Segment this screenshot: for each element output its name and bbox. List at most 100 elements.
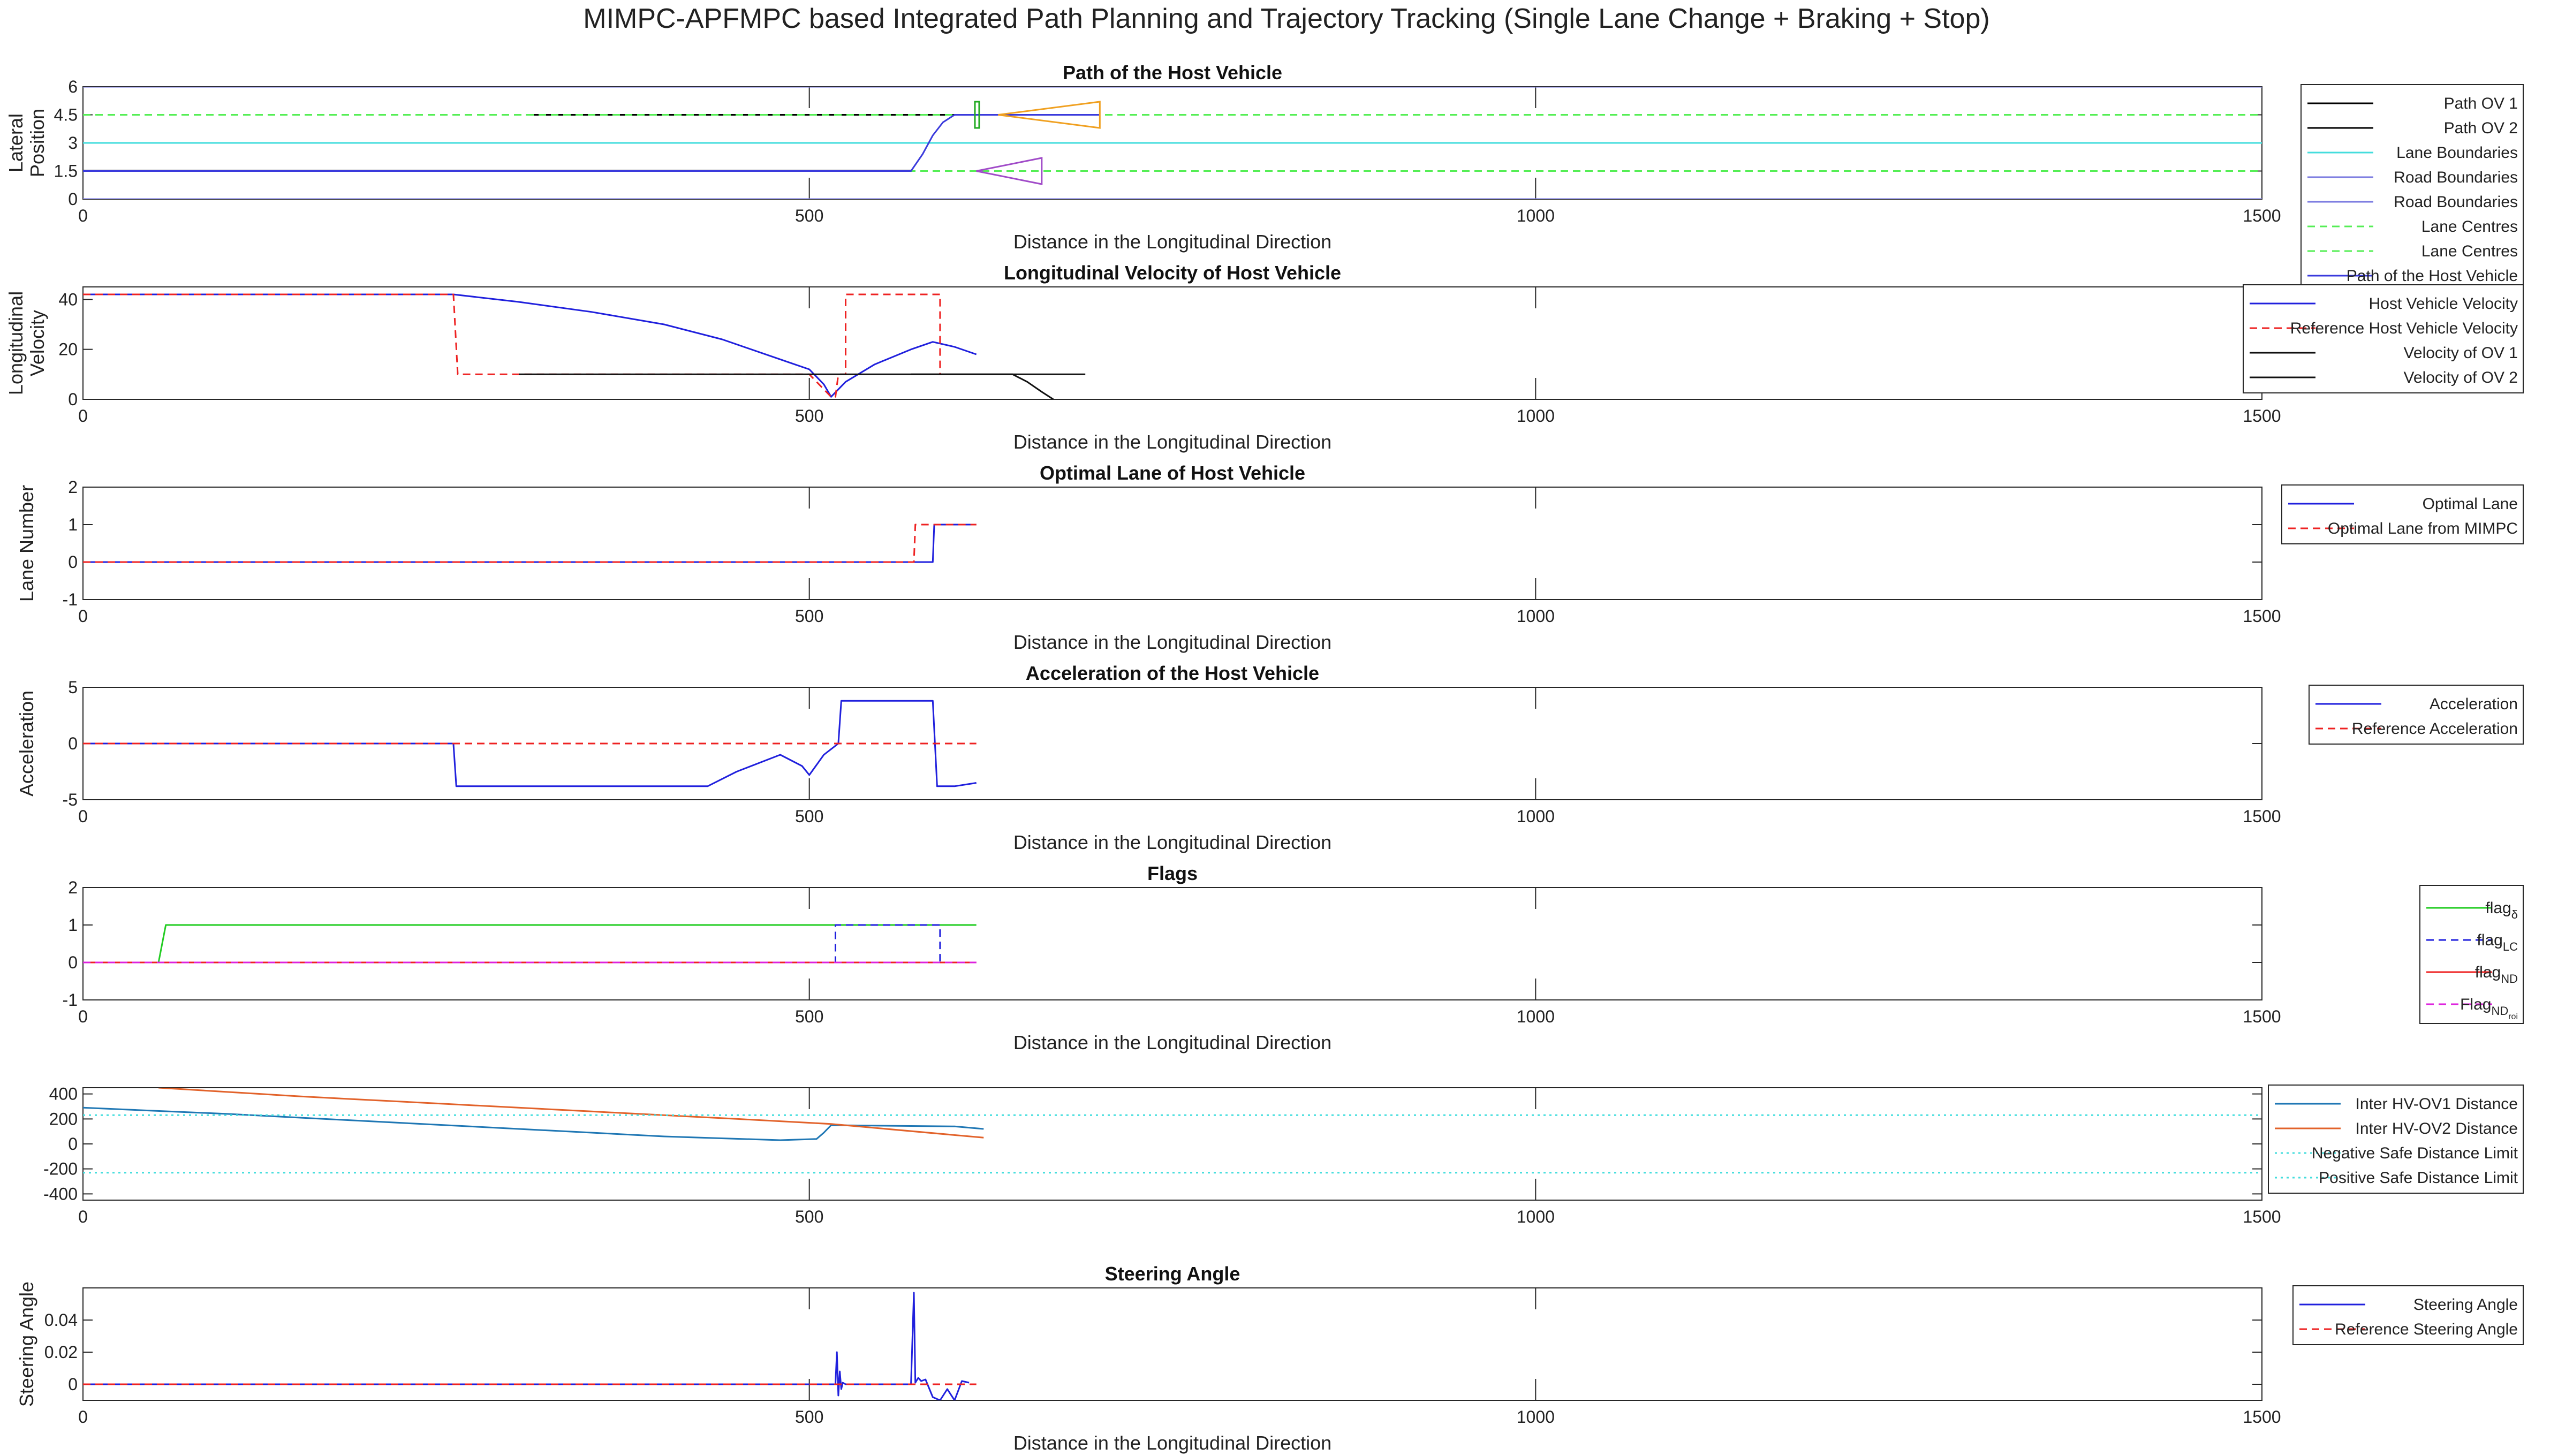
series-group bbox=[83, 293, 1086, 399]
legend-entry: FlagNDroi bbox=[2460, 996, 2518, 1021]
y-axis-label: Longitudinal bbox=[5, 291, 27, 395]
series-group bbox=[83, 524, 977, 563]
chart-title: Flags bbox=[1147, 862, 1198, 884]
x-tick-label: 1000 bbox=[1517, 807, 1555, 826]
x-tick-label: 1500 bbox=[2243, 606, 2281, 626]
legend-entry: Optimal Lane from MIMPC bbox=[2328, 520, 2518, 537]
y-axis-label: Steering Angle bbox=[16, 1281, 37, 1407]
series-line-8 bbox=[83, 114, 1100, 172]
chart-title: Path of the Host Vehicle bbox=[1063, 62, 1282, 84]
series-line-1 bbox=[83, 700, 977, 787]
vehicle-markers bbox=[974, 101, 1101, 185]
chart-title: Longitudinal Velocity of Host Vehicle bbox=[1004, 262, 1341, 284]
legend-entry: Reference Acceleration bbox=[2352, 720, 2518, 738]
x-tick-label: 1500 bbox=[2243, 406, 2281, 426]
series-line-1 bbox=[83, 293, 977, 398]
y-tick-label: 6 bbox=[68, 77, 78, 96]
x-tick-label: 0 bbox=[78, 1007, 88, 1026]
legend-entry: Inter HV-OV2 Distance bbox=[2356, 1120, 2518, 1138]
legend-entry: Lane Centres bbox=[2421, 242, 2518, 260]
x-tick-label: 500 bbox=[795, 807, 823, 826]
y-tick-label: 2 bbox=[68, 878, 78, 897]
y-tick-label: -400 bbox=[43, 1184, 78, 1203]
x-axis-label: Distance in the Longitudinal Direction bbox=[1013, 1432, 1331, 1454]
plot-area bbox=[82, 1287, 2262, 1401]
y-tick-label: 1.5 bbox=[54, 162, 78, 181]
x-tick-label: 0 bbox=[78, 606, 88, 626]
x-tick-label: 1500 bbox=[2243, 1007, 2281, 1026]
series-group bbox=[83, 924, 977, 964]
legend-entry: Path of the Host Vehicle bbox=[2347, 267, 2518, 285]
x-tick-label: 1500 bbox=[2243, 1407, 2281, 1427]
x-tick-label: 1000 bbox=[1517, 1007, 1555, 1026]
legend: Optimal Lane Optimal Lane from MIMPC bbox=[2281, 484, 2524, 544]
legend-entry: Inter HV-OV1 Distance bbox=[2356, 1095, 2518, 1113]
legend-box bbox=[2281, 484, 2524, 544]
x-tick-label: 0 bbox=[78, 807, 88, 826]
legend-entry: Reference Host Vehicle Velocity bbox=[2290, 320, 2518, 337]
x-tick-label: 1500 bbox=[2243, 807, 2281, 826]
y-tick-label: 0.02 bbox=[44, 1343, 78, 1362]
series-group bbox=[83, 700, 977, 787]
legend-entry: Negative Safe Distance Limit bbox=[2312, 1144, 2518, 1162]
legend-entry: Steering Angle bbox=[2413, 1296, 2518, 1314]
x-tick-label: 1500 bbox=[2243, 1207, 2281, 1226]
y-axis-label: Lateral bbox=[5, 113, 27, 172]
y-axis-label: Lane Number bbox=[16, 485, 37, 602]
x-axis-label: Distance in the Longitudinal Direction bbox=[1013, 631, 1331, 653]
legend-entry: Host Vehicle Velocity bbox=[2369, 295, 2518, 313]
chart-title: Steering Angle bbox=[1105, 1263, 1240, 1285]
x-tick-label: 1000 bbox=[1517, 606, 1555, 626]
x-tick-label: 0 bbox=[78, 1207, 88, 1226]
legend-box bbox=[2309, 685, 2524, 745]
y-tick-label: 200 bbox=[49, 1109, 78, 1128]
chart-panel-6: 0 500 1000 1500 -400 -200 0 200 400 Inter HV-OV1 … bbox=[43, 1085, 2524, 1226]
chart-panel-7: 0 500 1000 1500 0 0.02 0.04 Steering Angle Dista… bbox=[16, 1263, 2524, 1454]
x-tick-label: 1000 bbox=[1517, 406, 1555, 426]
series-line-1 bbox=[83, 1106, 984, 1141]
x-axis-label: Distance in the Longitudinal Direction bbox=[1013, 431, 1331, 453]
ov1-vehicle-marker bbox=[976, 157, 1043, 185]
x-tick-label: 1000 bbox=[1517, 206, 1555, 225]
y-tick-label: 0 bbox=[68, 390, 78, 409]
legend: Steering Angle Reference Steering Angle bbox=[2292, 1285, 2524, 1345]
series-group bbox=[83, 87, 2262, 199]
y-tick-label: -5 bbox=[63, 790, 78, 809]
y-axis-label: Position bbox=[26, 109, 48, 177]
y-tick-label: 1 bbox=[68, 915, 78, 935]
y-tick-label: 0.04 bbox=[44, 1310, 78, 1330]
legend-entry: Positive Safe Distance Limit bbox=[2319, 1169, 2518, 1187]
x-tick-label: 1000 bbox=[1517, 1207, 1555, 1226]
x-axis-label: Distance in the Longitudinal Direction bbox=[1013, 831, 1331, 853]
legend: Host Vehicle Velocity Reference Host Vehi… bbox=[2243, 284, 2524, 393]
legend: flagδ flagLC flagND FlagNDroi bbox=[2419, 885, 2524, 1024]
legend-entry: Acceleration bbox=[2430, 695, 2518, 713]
y-tick-label: 4.5 bbox=[54, 105, 78, 125]
y-tick-label: 0 bbox=[68, 953, 78, 972]
chart-panel-2: 0 500 1000 1500 0 20 40 Longitudinal Velocity o… bbox=[5, 262, 2524, 453]
y-tick-label: 1 bbox=[68, 515, 78, 534]
series-group bbox=[83, 1088, 2262, 1174]
legend: Inter HV-OV1 Distance Inter HV-OV2 Distan… bbox=[2268, 1085, 2524, 1194]
y-tick-label: -1 bbox=[63, 590, 78, 609]
chart-panel-1: 0 500 1000 1500 0 1.5 3 4.5 6 Path of the Host Ve… bbox=[5, 62, 2524, 292]
series-line-2 bbox=[83, 524, 977, 563]
host-vehicle-marker bbox=[974, 101, 980, 129]
x-tick-label: 500 bbox=[795, 1007, 823, 1026]
x-tick-label: 500 bbox=[795, 406, 823, 426]
chart-title: Optimal Lane of Host Vehicle bbox=[1040, 462, 1305, 484]
y-tick-label: 3 bbox=[68, 133, 78, 153]
y-tick-label: -200 bbox=[43, 1159, 78, 1179]
x-tick-label: 1000 bbox=[1517, 1407, 1555, 1427]
chart-title: Acceleration of the Host Vehicle bbox=[1026, 662, 1319, 684]
plot-area bbox=[82, 887, 2262, 1000]
legend-entry: Lane Centres bbox=[2421, 218, 2518, 236]
legend-entry: Path OV 1 bbox=[2444, 95, 2518, 112]
y-tick-label: 40 bbox=[58, 290, 78, 309]
legend-entry: Optimal Lane bbox=[2423, 495, 2518, 513]
figure-title: MIMPC-APFMPC based Integrated Path Plann… bbox=[583, 3, 1989, 34]
x-axis-label: Distance in the Longitudinal Direction bbox=[1013, 231, 1331, 253]
